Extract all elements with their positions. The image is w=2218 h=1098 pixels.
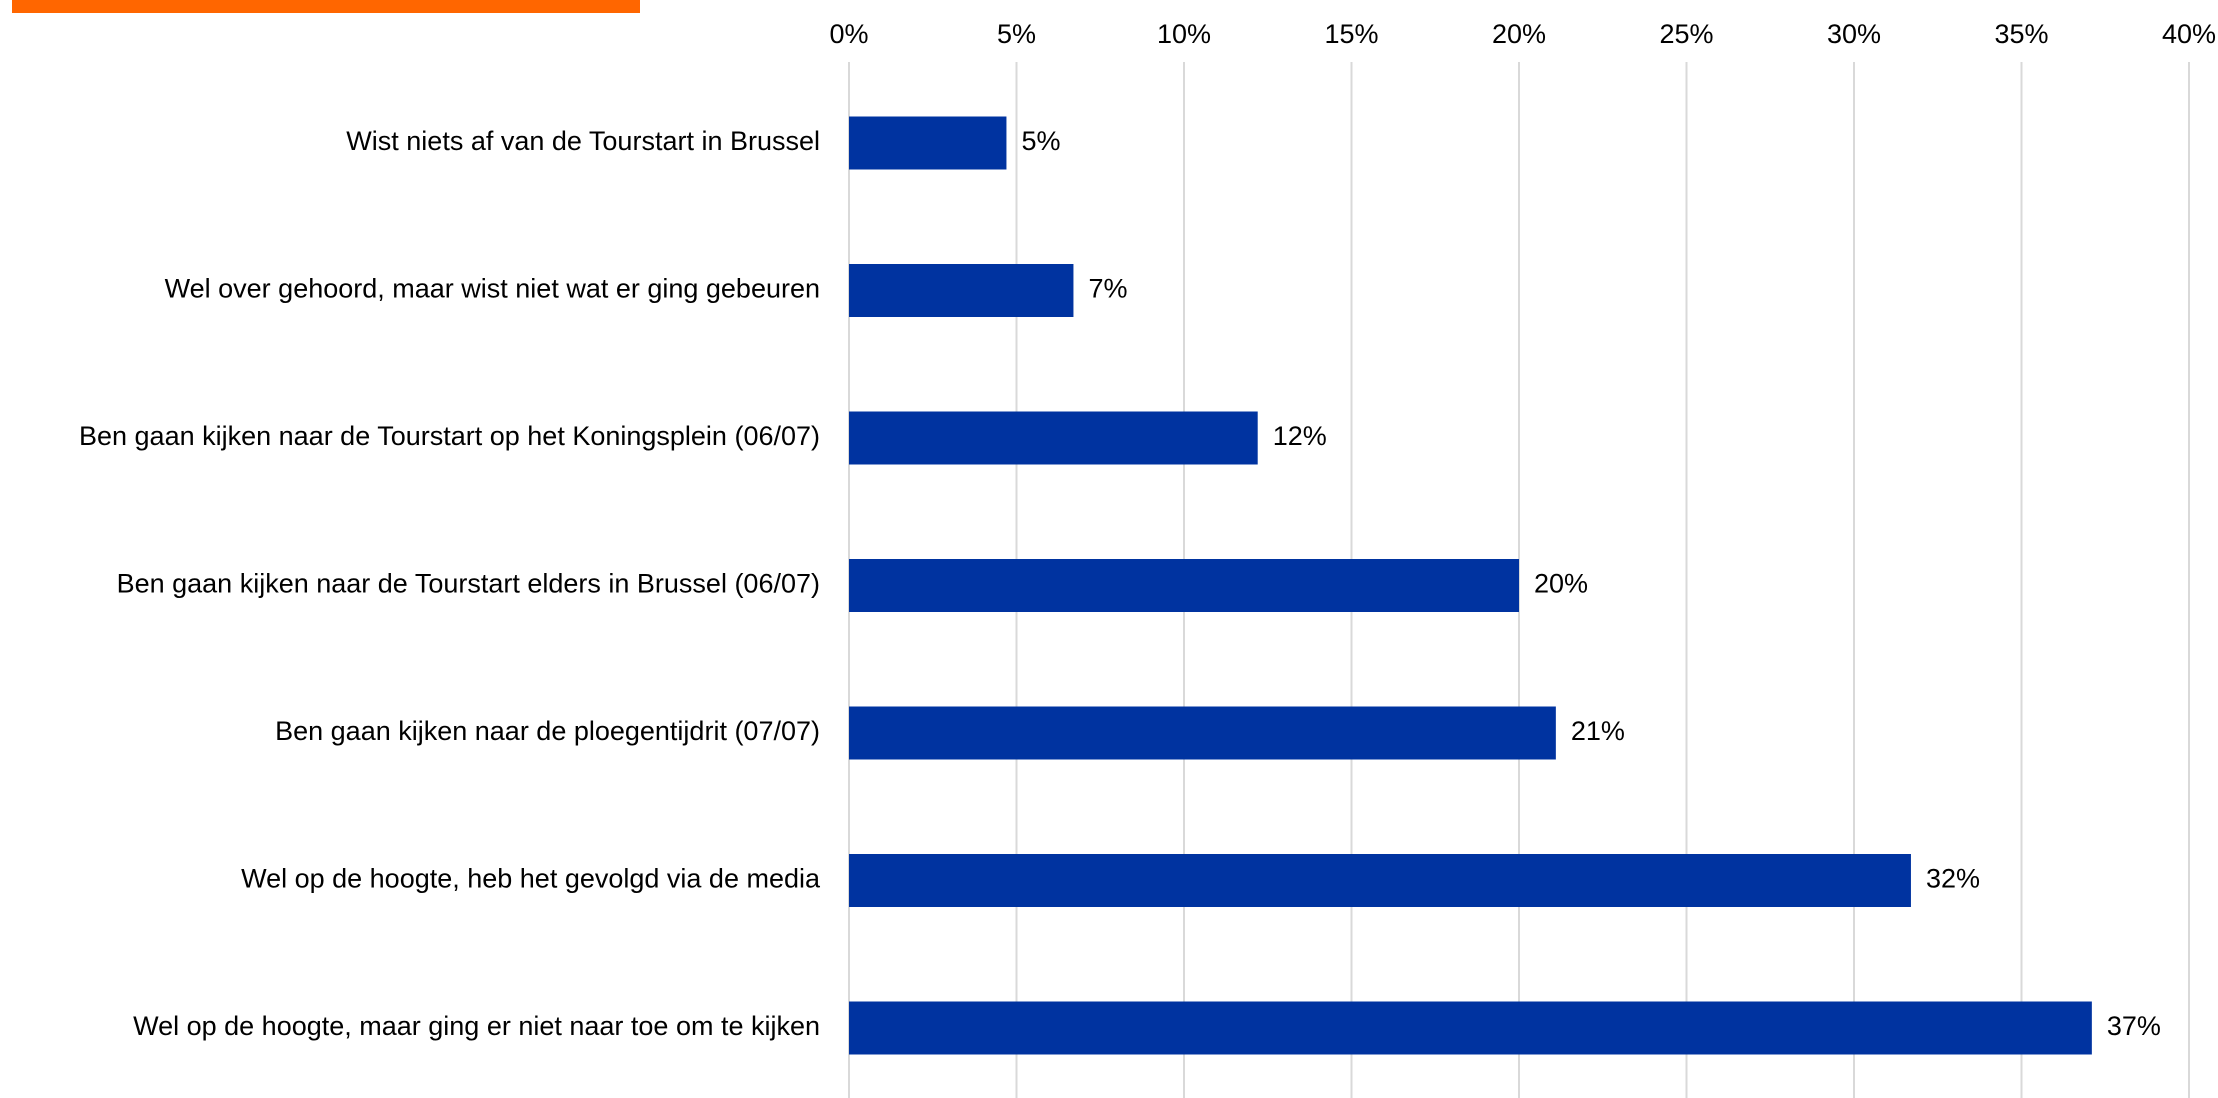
category-label: Wel op de hoogte, heb het gevolgd via de…	[241, 864, 821, 894]
data-label: 20%	[1534, 569, 1588, 599]
data-label: 7%	[1088, 274, 1127, 304]
x-tick-label: 5%	[997, 19, 1036, 49]
data-labels: 5% 7% 12% 20% 21% 32% 37%	[1021, 126, 2160, 1041]
data-label: 32%	[1926, 864, 1980, 894]
category-label: Ben gaan kijken naar de ploegentijdrit (…	[275, 716, 820, 746]
bar-1	[849, 264, 1074, 317]
x-tick-label: 10%	[1157, 19, 1211, 49]
bar-5	[849, 854, 1911, 907]
category-label: Wist niets af van de Tourstart in Brusse…	[346, 126, 820, 156]
bar-4	[849, 706, 1556, 760]
bar-3	[849, 559, 1519, 612]
bar-6	[849, 1001, 2092, 1055]
x-tick-label: 0%	[829, 19, 868, 49]
x-tick-label: 15%	[1324, 19, 1378, 49]
x-axis-tick-labels: 0% 5% 10% 15% 20% 25% 30% 35% 40%	[829, 19, 2216, 49]
x-tick-label: 25%	[1659, 19, 1713, 49]
accent-bar	[12, 0, 640, 13]
bar-0	[849, 116, 1007, 170]
x-tick-label: 40%	[2162, 19, 2216, 49]
data-label: 12%	[1273, 421, 1327, 451]
data-label: 21%	[1571, 716, 1625, 746]
category-label: Wel op de hoogte, maar ging er niet naar…	[133, 1011, 820, 1041]
x-tick-label: 35%	[1994, 19, 2048, 49]
category-label: Wel over gehoord, maar wist niet wat er …	[165, 274, 820, 304]
bar-2	[849, 411, 1258, 465]
category-label: Ben gaan kijken naar de Tourstart op het…	[79, 421, 820, 451]
x-tick-label: 30%	[1827, 19, 1881, 49]
bars	[849, 116, 2092, 1055]
category-labels: Wist niets af van de Tourstart in Brusse…	[79, 126, 821, 1041]
data-label: 5%	[1021, 126, 1060, 156]
x-tick-label: 20%	[1492, 19, 1546, 49]
category-label: Ben gaan kijken naar de Tourstart elders…	[117, 569, 820, 599]
data-label: 37%	[2107, 1011, 2161, 1041]
